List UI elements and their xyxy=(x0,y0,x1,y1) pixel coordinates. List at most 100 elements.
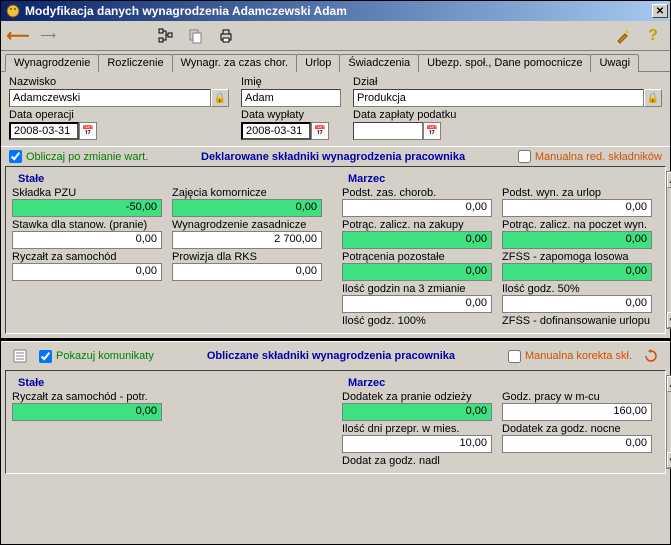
datawyp-label: Data wypłaty xyxy=(241,109,341,121)
pair-row: Ilość godz. 100% ZFŚS - dofinansowanie ur… xyxy=(342,315,660,327)
nazwisko-field[interactable] xyxy=(9,89,211,107)
value-field[interactable]: 0,00 xyxy=(502,295,652,313)
scroll-down[interactable]: ▼ xyxy=(667,452,671,468)
value-field[interactable]: 0,00 xyxy=(12,231,162,249)
value-label: Ilość godz. 100% xyxy=(342,315,492,327)
value-item: Ryczałt za samochód0,00 xyxy=(12,251,162,281)
value-label: Ilość dni przepr. w mies. xyxy=(342,423,492,435)
tab-rozliczenie[interactable]: Rozliczenie xyxy=(98,54,172,72)
value-item: Ilość godz. 100% xyxy=(342,315,492,327)
value-item: Podst. wyn. za urlop0,00 xyxy=(502,187,652,217)
value-field[interactable]: 0,00 xyxy=(12,403,162,421)
calendar-icon[interactable]: 📅 xyxy=(423,122,441,140)
value-label: ZFŚS - zapomoga losowa xyxy=(502,251,652,263)
tab-swiadczenia[interactable]: Świadczenia xyxy=(339,54,419,72)
declared-panel: Stałe Składka PZU-50,00Zajęcia komornicz… xyxy=(5,166,666,334)
dataop-field[interactable] xyxy=(9,122,79,140)
toolbar-btn-2[interactable]: ⟶ xyxy=(37,25,59,47)
value-label: Dodat za godz. nadl xyxy=(342,455,492,467)
value-field[interactable]: 0,00 xyxy=(502,199,652,217)
value-field[interactable]: 160,00 xyxy=(502,403,652,421)
value-field[interactable]: 0,00 xyxy=(502,435,652,453)
tree-icon[interactable] xyxy=(155,25,177,47)
calculated-bar: Pokazuj komunikaty Obliczane składniki w… xyxy=(1,341,670,370)
value-label: Stawka dla stanow. (pranie) xyxy=(12,219,162,231)
stale-header: Stałe xyxy=(12,171,330,187)
value-field[interactable]: 0,00 xyxy=(502,231,652,249)
print-icon[interactable] xyxy=(215,25,237,47)
value-field[interactable]: 0,00 xyxy=(12,263,162,281)
tab-uwagi[interactable]: Uwagi xyxy=(590,54,639,72)
value-field[interactable]: 0,00 xyxy=(172,199,322,217)
value-item: Potrąc. zalicz. na poczet wyn.0,00 xyxy=(502,219,652,249)
scroll-up[interactable]: ▲ xyxy=(667,376,671,392)
calendar-icon[interactable]: 📅 xyxy=(79,122,97,140)
value-field[interactable]: 0,00 xyxy=(502,263,652,281)
dzial-field[interactable] xyxy=(353,89,644,107)
value-field[interactable]: 0,00 xyxy=(172,263,322,281)
value-label: Ryczałt za samochód xyxy=(12,251,162,263)
scrollbar[interactable]: ▲ ▼ xyxy=(666,375,671,469)
value-label: Potrąc. zalicz. na zakupy xyxy=(342,219,492,231)
value-item: ZFŚS - dofinansowanie urlopu xyxy=(502,315,652,327)
value-item: Godz. pracy w m-cu160,00 xyxy=(502,391,652,421)
tab-wynagrodzenie[interactable]: Wynagrodzenie xyxy=(5,54,99,72)
oblicz-checkbox[interactable]: Obliczaj po zmianie wart. xyxy=(9,150,148,163)
value-item: Wynagrodzenie zasadnicze2 700,00 xyxy=(172,219,322,249)
help-icon[interactable]: ? xyxy=(642,25,664,47)
value-field[interactable]: 0,00 xyxy=(342,199,492,217)
imie-label: Imię xyxy=(241,76,341,88)
app-icon xyxy=(5,3,21,19)
pair-row: Podst. zas. chorob.0,00Podst. wyn. za ur… xyxy=(342,187,660,217)
copy-icon[interactable] xyxy=(185,25,207,47)
scroll-up[interactable]: ▲ xyxy=(667,172,671,188)
value-field[interactable]: 0,00 xyxy=(342,403,492,421)
value-field[interactable]: 10,00 xyxy=(342,435,492,453)
window-title: Modyfikacja danych wynagrodzenia Adamcze… xyxy=(25,4,652,18)
value-field[interactable]: 0,00 xyxy=(342,263,492,281)
datazap-field[interactable] xyxy=(353,122,423,140)
value-field[interactable]: 0,00 xyxy=(342,295,492,313)
value-field[interactable]: 0,00 xyxy=(342,231,492,249)
wizard-icon[interactable] xyxy=(612,25,634,47)
tab-urlop[interactable]: Urlop xyxy=(296,54,340,72)
value-label: Ilość godz. 50% xyxy=(502,283,652,295)
scroll-down[interactable]: ▼ xyxy=(667,312,671,328)
mankor-checkbox[interactable]: Manualna korekta skł. xyxy=(508,350,632,363)
value-item: Ryczałt za samochód - potr.0,00 xyxy=(12,391,162,421)
datazap-label: Data zapłaty podatku xyxy=(353,109,456,121)
value-item: Ilość dni przepr. w mies.10,00 xyxy=(342,423,492,453)
pair-row: Składka PZU-50,00Zajęcia komornicze0,00 xyxy=(12,187,330,217)
value-item: Składka PZU-50,00 xyxy=(12,187,162,217)
datawyp-field[interactable] xyxy=(241,122,311,140)
back-button[interactable]: ⟵ xyxy=(7,25,29,47)
pair-row: Ilość dni przepr. w mies.10,00 Dodatek za… xyxy=(342,423,660,453)
value-field[interactable]: 2 700,00 xyxy=(172,231,322,249)
pair-row: Potrącenia pozostałe0,00ZFŚS - zapomoga … xyxy=(342,251,660,281)
calendar-icon[interactable]: 📅 xyxy=(311,122,329,140)
manred-checkbox[interactable]: Manualna red. składników xyxy=(518,150,662,163)
value-item: Ilość godz. 50%0,00 xyxy=(502,283,652,313)
value-label: Dodatek za pranie odzieży xyxy=(342,391,492,403)
value-label: Dodatek za godz. nocne xyxy=(502,423,652,435)
refresh-icon[interactable] xyxy=(640,345,662,367)
pair-row: Ryczałt za samochód0,00Prowizja dla RKS0… xyxy=(12,251,330,281)
value-field[interactable]: -50,00 xyxy=(12,199,162,217)
value-label: Potrąc. zalicz. na poczet wyn. xyxy=(502,219,652,231)
pair-row: Stawka dla stanow. (pranie)0,00 Wynagrodz… xyxy=(12,219,330,249)
tab-ubezp[interactable]: Ubezp. społ., Dane pomocnicze xyxy=(418,54,591,72)
value-item: Prowizja dla RKS0,00 xyxy=(172,251,322,281)
pokazuj-checkbox[interactable]: Pokazuj komunikaty xyxy=(39,350,154,363)
pair-row: Potrąc. zalicz. na zakupy0,00Potrąc. zal… xyxy=(342,219,660,249)
value-label: Wynagrodzenie zasadnicze xyxy=(172,219,322,231)
imie-field[interactable] xyxy=(241,89,341,107)
list-icon[interactable] xyxy=(9,345,31,367)
value-label: Prowizja dla RKS xyxy=(172,251,322,263)
value-item: Dodat za godz. nadl xyxy=(342,455,492,467)
value-label: Ilość godzin na 3 zmianie xyxy=(342,283,492,295)
scrollbar[interactable]: ▲ ▼ xyxy=(666,171,671,329)
tab-wynagr-chor[interactable]: Wynagr. za czas chor. xyxy=(172,54,298,72)
value-label: ZFŚS - dofinansowanie urlopu xyxy=(502,315,652,327)
lock-icon: 🔒 xyxy=(644,89,662,107)
close-button[interactable]: ✕ xyxy=(652,4,668,18)
